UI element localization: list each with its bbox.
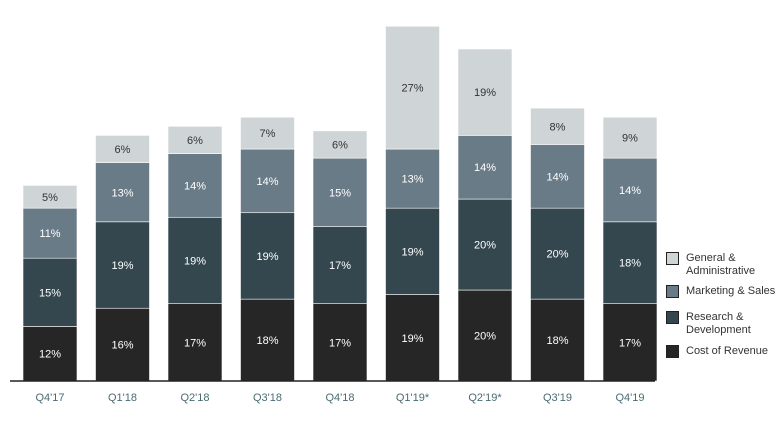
bar-segment bbox=[530, 298, 585, 382]
data-label: 19% bbox=[256, 251, 278, 263]
data-label: 17% bbox=[329, 260, 351, 272]
bar-segment bbox=[167, 153, 223, 218]
bar-segment bbox=[457, 198, 513, 291]
legend-item: Research & Development bbox=[666, 311, 776, 337]
x-tick-label: Q4'19 bbox=[615, 392, 644, 404]
legend-label: General & Administrative bbox=[686, 252, 756, 277]
x-tick-label: Q3'19 bbox=[543, 392, 572, 404]
data-label: 19% bbox=[184, 255, 206, 267]
data-label: 12% bbox=[39, 349, 61, 361]
bar-segment bbox=[22, 257, 78, 327]
data-label: 14% bbox=[474, 162, 496, 174]
legend-item: General & Administrative bbox=[666, 252, 776, 278]
legend-label: Research & Development bbox=[686, 311, 751, 336]
data-label: 7% bbox=[260, 128, 276, 140]
data-label: 15% bbox=[329, 187, 351, 199]
bar-segment bbox=[312, 157, 368, 227]
legend-item: Cost of Revenue bbox=[666, 345, 776, 358]
bar-segment bbox=[530, 107, 585, 145]
data-label: 13% bbox=[401, 174, 423, 186]
bar-segment bbox=[95, 221, 150, 309]
bar-segment bbox=[312, 226, 368, 304]
data-label: 6% bbox=[187, 135, 203, 147]
data-label: 17% bbox=[184, 337, 206, 349]
bar-segment bbox=[240, 148, 295, 214]
data-label: 14% bbox=[546, 171, 568, 183]
data-label: 8% bbox=[550, 121, 566, 133]
data-label: 11% bbox=[39, 228, 60, 240]
bar-segment bbox=[602, 157, 658, 223]
bar-segment bbox=[95, 162, 150, 223]
data-label: 18% bbox=[256, 335, 278, 347]
data-label: 9% bbox=[622, 133, 638, 145]
bar-segment bbox=[95, 135, 150, 163]
bar-segment bbox=[457, 289, 513, 382]
bar-segment bbox=[240, 212, 295, 300]
legend-swatch bbox=[666, 252, 679, 265]
legend-swatch bbox=[666, 285, 679, 298]
data-label: 20% bbox=[546, 249, 568, 261]
data-label: 6% bbox=[115, 144, 131, 156]
data-label: 17% bbox=[619, 337, 641, 349]
bar-segment bbox=[385, 294, 440, 382]
data-label: 6% bbox=[332, 139, 348, 151]
data-label: 19% bbox=[401, 333, 423, 345]
bar-segment bbox=[457, 135, 513, 200]
data-label: 19% bbox=[401, 246, 423, 258]
bar-segment bbox=[385, 25, 440, 150]
data-label: 14% bbox=[184, 180, 206, 192]
data-label: 27% bbox=[401, 83, 423, 95]
x-tick-label: Q4'17 bbox=[35, 392, 64, 404]
bar-segment bbox=[312, 130, 368, 159]
x-tick-label: Q1'19* bbox=[396, 392, 430, 404]
bar-segment bbox=[22, 326, 78, 382]
data-label: 15% bbox=[39, 287, 61, 299]
x-tick-label: Q3'18 bbox=[253, 392, 282, 404]
bar-segment bbox=[457, 48, 513, 136]
x-tick-label: Q2'19* bbox=[468, 392, 502, 404]
data-label: 13% bbox=[111, 187, 133, 199]
bar-segment bbox=[95, 307, 150, 382]
x-tick-label: Q1'18 bbox=[108, 392, 137, 404]
data-label: 17% bbox=[329, 337, 351, 349]
data-label: 19% bbox=[111, 260, 133, 272]
bar-segment bbox=[167, 126, 223, 154]
data-label: 20% bbox=[474, 240, 496, 252]
bar-segment bbox=[167, 216, 223, 304]
data-label: 14% bbox=[256, 176, 278, 188]
bar-segment bbox=[240, 116, 295, 150]
bar-segment bbox=[312, 303, 368, 382]
bar-segment bbox=[602, 221, 658, 304]
legend-label: Marketing & Sales bbox=[686, 285, 776, 297]
x-tick-label: Q4'18 bbox=[325, 392, 354, 404]
bar-segment bbox=[167, 303, 223, 382]
data-label: 5% bbox=[42, 192, 58, 204]
legend-swatch bbox=[666, 345, 679, 358]
data-label: 18% bbox=[619, 258, 641, 270]
bar-segment bbox=[602, 303, 658, 382]
legend-item: Marketing & Sales bbox=[666, 285, 776, 298]
x-tick-label: Q2'18 bbox=[180, 392, 209, 404]
data-label: 16% bbox=[111, 340, 133, 352]
data-label: 20% bbox=[474, 331, 496, 343]
data-label: 14% bbox=[619, 185, 641, 197]
bar-segment bbox=[22, 185, 78, 209]
data-label: 18% bbox=[546, 335, 568, 347]
bar-segment bbox=[530, 207, 585, 300]
data-label: 19% bbox=[474, 87, 496, 99]
bar-segment bbox=[240, 298, 295, 382]
legend-label: Cost of Revenue bbox=[686, 345, 768, 357]
bar-segment bbox=[602, 116, 658, 159]
bar-segment bbox=[385, 207, 440, 295]
legend-swatch bbox=[666, 311, 679, 324]
bar-segment bbox=[385, 148, 440, 209]
